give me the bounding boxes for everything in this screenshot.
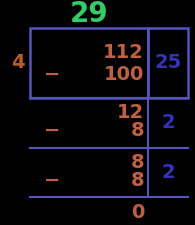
Text: 29: 29: [70, 0, 108, 28]
Text: −: −: [44, 171, 60, 189]
Text: −: −: [44, 65, 60, 83]
Text: 0: 0: [131, 203, 144, 223]
Text: 100: 100: [104, 65, 144, 83]
Text: −: −: [44, 121, 60, 140]
Text: 2: 2: [161, 113, 175, 133]
Bar: [30, 28, 148, 98]
Text: 2: 2: [161, 163, 175, 182]
Text: 12: 12: [117, 104, 144, 122]
Text: 8: 8: [130, 153, 144, 173]
Text: 25: 25: [154, 54, 182, 72]
Text: 8: 8: [130, 171, 144, 189]
Bar: [148, 28, 188, 98]
Text: 4: 4: [11, 54, 25, 72]
Text: 112: 112: [103, 43, 144, 61]
Text: 8: 8: [130, 121, 144, 140]
